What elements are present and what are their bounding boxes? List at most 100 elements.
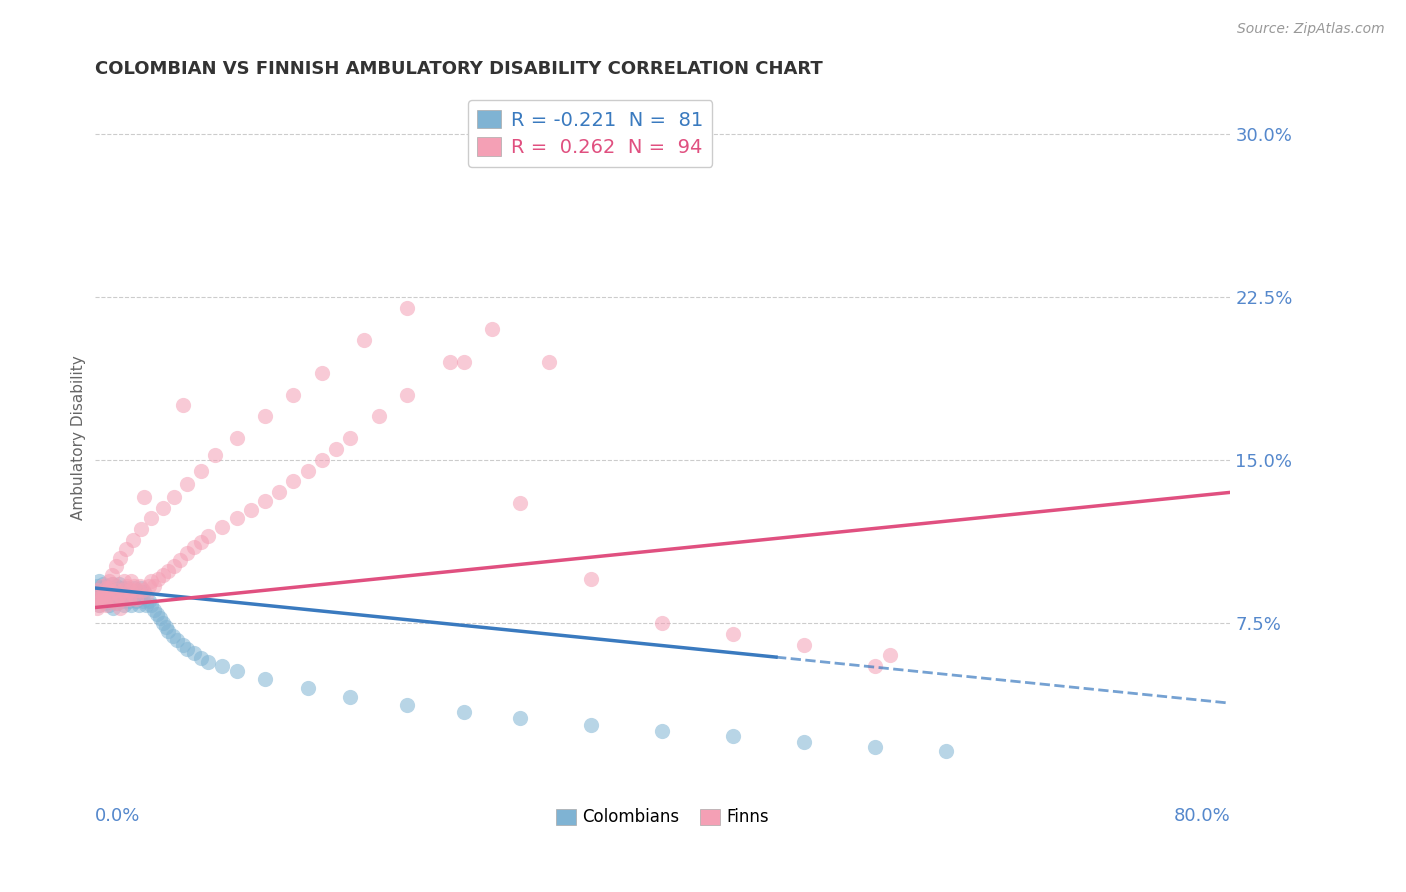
Point: [89, 588, 111, 602]
Point: [134, 585, 156, 599]
Point: [104, 579, 127, 593]
Text: Source: ZipAtlas.com: Source: ZipAtlas.com: [1237, 22, 1385, 37]
Point: [131, 581, 153, 595]
Point: [124, 581, 146, 595]
Point: [155, 620, 177, 634]
Point: [104, 583, 127, 598]
Point: [96, 583, 118, 598]
Point: [129, 590, 152, 604]
Point: [105, 596, 128, 610]
Point: [98, 594, 121, 608]
Point: [135, 588, 157, 602]
Point: [98, 581, 121, 595]
Point: [283, 387, 305, 401]
Point: [94, 599, 117, 613]
Point: [105, 596, 128, 610]
Point: [138, 579, 160, 593]
Point: [112, 574, 135, 589]
Point: [131, 522, 153, 536]
Point: [253, 494, 276, 508]
Point: [395, 387, 418, 401]
Point: [128, 599, 150, 613]
Point: [793, 638, 815, 652]
Point: [132, 594, 155, 608]
Y-axis label: Ambulatory Disability: Ambulatory Disability: [72, 356, 86, 520]
Point: [90, 579, 112, 593]
Point: [108, 590, 131, 604]
Point: [311, 366, 333, 380]
Point: [162, 629, 184, 643]
Point: [395, 301, 418, 315]
Point: [176, 546, 198, 560]
Point: [138, 594, 160, 608]
Point: [108, 550, 131, 565]
Point: [152, 615, 174, 630]
Point: [86, 579, 108, 593]
Point: [183, 540, 205, 554]
Point: [157, 624, 180, 639]
Point: [91, 588, 114, 602]
Point: [110, 591, 132, 606]
Point: [125, 591, 148, 606]
Point: [87, 574, 110, 589]
Point: [115, 579, 138, 593]
Point: [89, 581, 111, 595]
Point: [581, 718, 603, 732]
Point: [91, 590, 114, 604]
Point: [114, 590, 136, 604]
Point: [297, 681, 319, 695]
Point: [537, 355, 560, 369]
Point: [339, 431, 361, 445]
Point: [141, 599, 163, 613]
Point: [120, 583, 142, 598]
Point: [97, 581, 120, 595]
Point: [122, 533, 145, 548]
Point: [651, 615, 673, 630]
Point: [183, 646, 205, 660]
Point: [157, 564, 180, 578]
Point: [367, 409, 389, 424]
Point: [121, 574, 143, 589]
Point: [97, 588, 120, 602]
Point: [98, 594, 121, 608]
Point: [176, 641, 198, 656]
Point: [121, 599, 143, 613]
Point: [101, 576, 124, 591]
Point: [111, 585, 134, 599]
Point: [395, 698, 418, 713]
Point: [127, 583, 149, 598]
Point: [453, 705, 475, 719]
Point: [101, 591, 124, 606]
Point: [125, 594, 148, 608]
Point: [115, 581, 138, 595]
Point: [101, 600, 124, 615]
Point: [211, 659, 233, 673]
Point: [152, 568, 174, 582]
Point: [197, 655, 219, 669]
Point: [134, 490, 156, 504]
Point: [94, 579, 117, 593]
Point: [122, 588, 145, 602]
Point: [96, 590, 118, 604]
Point: [132, 583, 155, 598]
Point: [143, 603, 166, 617]
Point: [163, 490, 186, 504]
Point: [211, 520, 233, 534]
Point: [103, 591, 125, 606]
Point: [90, 594, 112, 608]
Point: [100, 585, 122, 599]
Point: [225, 664, 247, 678]
Point: [94, 581, 117, 595]
Point: [86, 591, 108, 606]
Point: [108, 600, 131, 615]
Point: [107, 588, 129, 602]
Point: [325, 442, 347, 456]
Point: [141, 574, 163, 589]
Point: [112, 599, 135, 613]
Point: [581, 572, 603, 586]
Point: [879, 648, 901, 663]
Legend: Colombians, Finns: Colombians, Finns: [550, 802, 776, 833]
Point: [339, 690, 361, 704]
Point: [110, 581, 132, 595]
Point: [94, 588, 117, 602]
